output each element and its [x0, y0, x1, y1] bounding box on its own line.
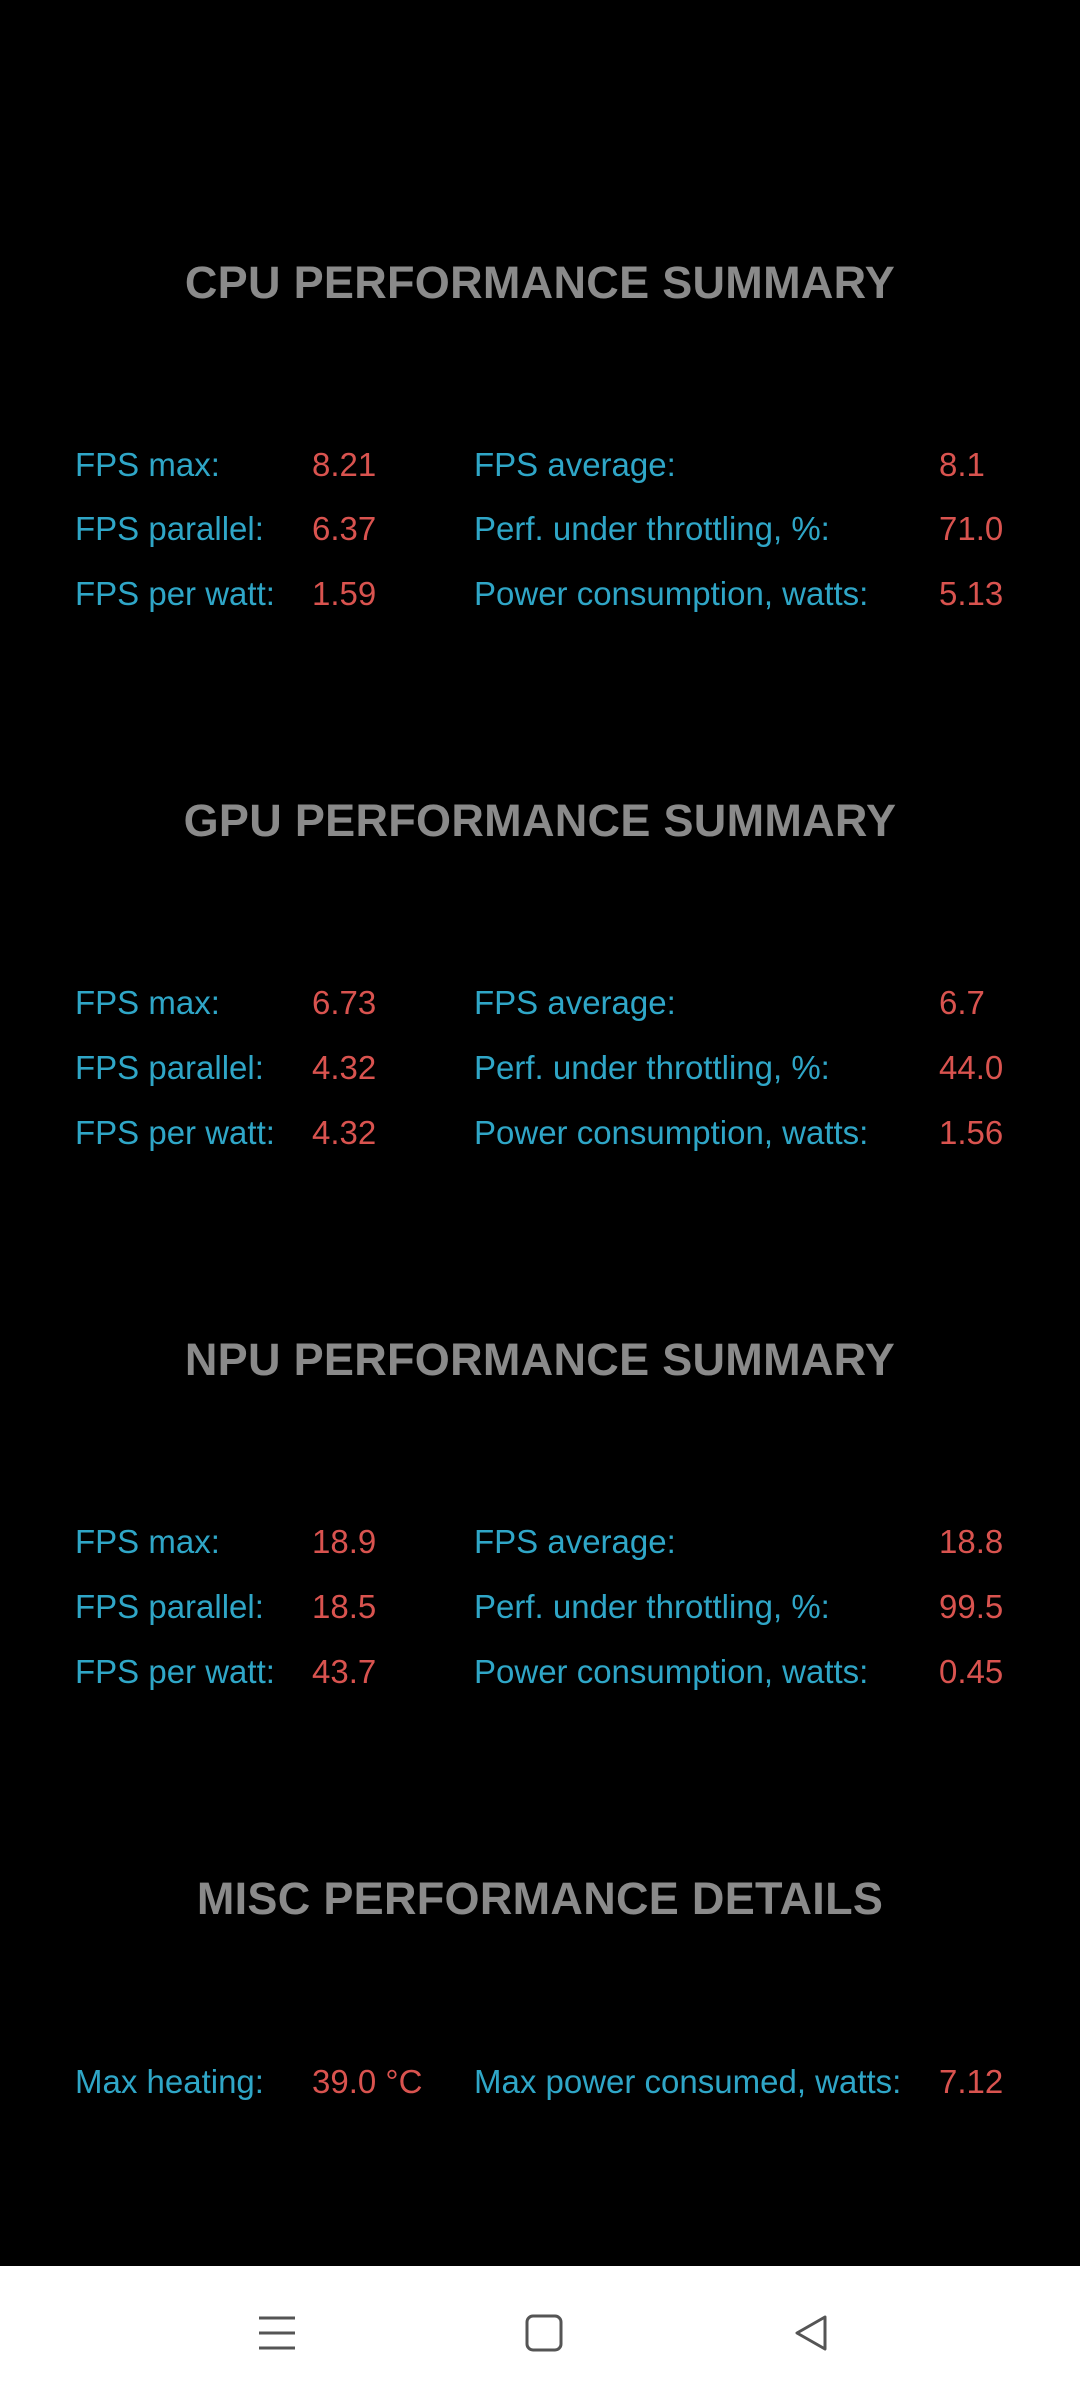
- gpu-throttling-label: Perf. under throttling, %:: [474, 1049, 830, 1086]
- max-heating-value: 39.0 °C: [312, 2063, 423, 2100]
- npu-fps-average-label: FPS average:: [474, 1523, 676, 1560]
- npu-power-consumption-label: Power consumption, watts:: [474, 1653, 869, 1690]
- cpu-fps-max-label: FPS max:: [75, 446, 220, 483]
- gpu-fps-per-watt-value: 4.32: [312, 1114, 377, 1151]
- gpu-throttling-value: 44.0: [939, 1049, 1004, 1086]
- cpu-power-consumption-value: 5.13: [939, 575, 1004, 612]
- npu-fps-per-watt-value: 43.7: [312, 1653, 377, 1690]
- max-power-consumed-label: Max power consumed, watts:: [474, 2063, 902, 2100]
- misc-section-title: MISC PERFORMANCE DETAILS: [196, 1873, 884, 1924]
- npu-fps-per-watt-label: FPS per watt:: [75, 1653, 275, 1690]
- navigation-bar: [0, 2266, 1080, 2400]
- gpu-fps-per-watt-label: FPS per watt:: [75, 1114, 275, 1151]
- gpu-section-title: GPU PERFORMANCE SUMMARY: [183, 795, 897, 846]
- npu-fps-max-value: 18.9: [312, 1523, 377, 1560]
- npu-power-consumption-value: 0.45: [939, 1653, 1004, 1690]
- npu-section-title: NPU PERFORMANCE SUMMARY: [184, 1334, 896, 1385]
- npu-fps-max-label: FPS max:: [75, 1523, 220, 1560]
- npu-throttling-label: Perf. under throttling, %:: [474, 1588, 830, 1625]
- gpu-fps-average-value: 6.7: [939, 984, 985, 1021]
- cpu-fps-per-watt-value: 1.59: [312, 575, 377, 612]
- menu-icon: [259, 2316, 295, 2350]
- gpu-fps-max-label: FPS max:: [75, 984, 220, 1021]
- cpu-fps-max-value: 8.21: [312, 446, 377, 483]
- gpu-fps-parallel-label: FPS parallel:: [75, 1049, 264, 1086]
- npu-throttling-value: 99.5: [939, 1588, 1004, 1625]
- cpu-fps-parallel-label: FPS parallel:: [75, 510, 264, 547]
- cpu-throttling-value: 71.0: [939, 510, 1004, 547]
- max-power-consumed-value: 7.12: [939, 2063, 1004, 2100]
- max-heating-label: Max heating:: [75, 2063, 264, 2100]
- npu-fps-parallel-value: 18.5: [312, 1588, 377, 1625]
- cpu-throttling-label: Perf. under throttling, %:: [474, 510, 830, 547]
- menu-button[interactable]: [237, 2296, 317, 2370]
- gpu-power-consumption-value: 1.56: [939, 1114, 1004, 1151]
- npu-fps-parallel-label: FPS parallel:: [75, 1588, 264, 1625]
- cpu-fps-per-watt-label: FPS per watt:: [75, 575, 275, 612]
- back-button[interactable]: [771, 2296, 851, 2370]
- gpu-fps-parallel-value: 4.32: [312, 1049, 377, 1086]
- home-square-icon: [525, 2314, 563, 2352]
- npu-fps-average-value: 18.8: [939, 1523, 1004, 1560]
- cpu-fps-average-value: 8.1: [939, 446, 985, 483]
- gpu-fps-max-value: 6.73: [312, 984, 377, 1021]
- cpu-fps-parallel-value: 6.37: [312, 510, 377, 547]
- cpu-section-title: CPU PERFORMANCE SUMMARY: [184, 257, 896, 308]
- cpu-fps-average-label: FPS average:: [474, 446, 676, 483]
- back-triangle-icon: [795, 2315, 827, 2351]
- cpu-power-consumption-label: Power consumption, watts:: [474, 575, 869, 612]
- gpu-fps-average-label: FPS average:: [474, 984, 676, 1021]
- gpu-power-consumption-label: Power consumption, watts:: [474, 1114, 869, 1151]
- home-button[interactable]: [504, 2296, 584, 2370]
